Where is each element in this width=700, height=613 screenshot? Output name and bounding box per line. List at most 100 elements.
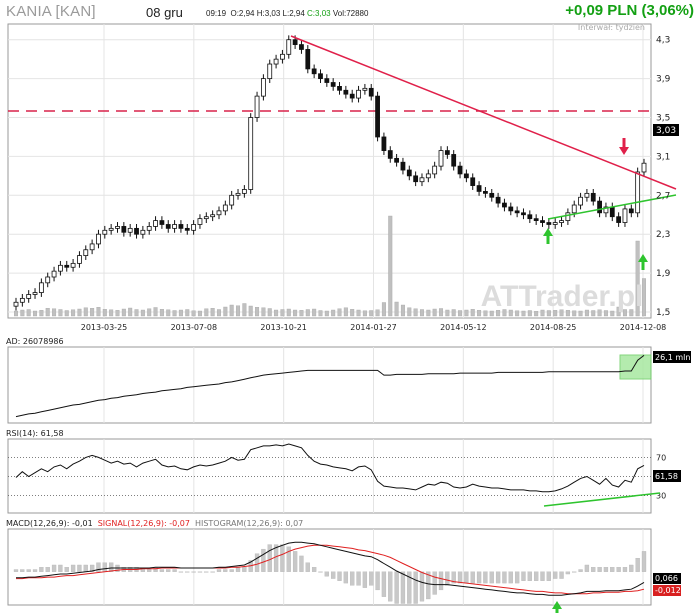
price-tick-label: 2,7 — [656, 191, 670, 201]
macd-histogram-bar — [39, 567, 44, 572]
volume-bar — [489, 310, 494, 317]
ad-panel[interactable] — [7, 346, 652, 424]
rsi-panel[interactable] — [7, 438, 652, 514]
candle — [641, 158, 647, 177]
candle-body — [77, 255, 82, 264]
volume-bar — [642, 278, 647, 317]
volume-bar — [527, 310, 532, 317]
candle — [356, 85, 361, 103]
candle-body — [153, 220, 158, 227]
rsi-line[interactable] — [15, 443, 645, 493]
candle-body — [489, 192, 495, 198]
volume-bar — [350, 309, 355, 317]
macd-histogram-bar — [629, 564, 634, 572]
volume-bar — [439, 308, 444, 317]
candle-body — [356, 89, 361, 99]
candle-body — [146, 226, 152, 231]
macd-histogram-bar — [299, 555, 304, 572]
volume-bar — [381, 302, 386, 317]
macd-line[interactable] — [16, 541, 645, 596]
candle-body — [628, 208, 634, 214]
candle — [32, 288, 38, 299]
candle-body — [299, 44, 304, 50]
volume-bar — [216, 309, 221, 317]
macd-panel[interactable] — [7, 528, 652, 606]
ticker-symbol[interactable]: KANIA [KAN] — [6, 3, 96, 20]
macd-histogram-bar — [197, 571, 203, 573]
volume-bar — [286, 308, 291, 317]
grid-lines — [8, 24, 651, 605]
candle-body — [70, 262, 76, 268]
macd-histogram-bar — [553, 571, 558, 579]
date-tick-label: 2014-01-27 — [350, 323, 397, 332]
uptrend-line[interactable] — [547, 194, 677, 220]
price-tick-label: 1,5 — [656, 308, 670, 318]
volume-bar — [102, 309, 107, 317]
macd-histogram-bar — [83, 564, 88, 572]
macd-histogram-bar — [166, 569, 171, 572]
volume-bar — [299, 310, 304, 317]
candle — [134, 223, 139, 239]
candle — [241, 185, 247, 198]
volume-bar — [242, 303, 247, 317]
candle-body — [337, 86, 342, 91]
candle — [222, 200, 228, 216]
volume-bar — [223, 306, 228, 317]
candle — [438, 146, 444, 171]
candle-body — [394, 157, 400, 163]
volume-bar — [502, 309, 507, 317]
macd-histogram-bar — [534, 571, 539, 581]
volume-bar — [185, 309, 190, 317]
candle-body — [375, 95, 380, 138]
candle-body — [565, 212, 571, 221]
candle-body — [324, 78, 330, 83]
ad-line[interactable] — [15, 355, 645, 418]
candle — [38, 278, 44, 297]
candle-body — [165, 224, 171, 229]
candle — [273, 54, 279, 69]
price-change: +0,09 PLN (3,06%) — [565, 2, 694, 19]
macd-histogram-bar — [64, 567, 69, 572]
macd-last-label: 0,066 — [655, 574, 678, 583]
candle-body — [134, 227, 139, 235]
time-value: 09:19 — [206, 9, 227, 18]
candle-body — [83, 249, 89, 257]
rsi-last-label: 61,58 — [655, 472, 678, 481]
watermark: ATTrader.pl — [481, 280, 644, 313]
macd-histogram-bar — [407, 571, 412, 604]
candle — [197, 214, 203, 229]
macd-histogram-bar — [476, 571, 482, 584]
macd-histogram-bar — [514, 571, 520, 584]
macd-histogram-bar — [216, 569, 222, 572]
macd-histogram-bar — [292, 551, 298, 572]
macd-histogram-bar — [191, 571, 196, 573]
buy-arrow-2-icon — [638, 254, 648, 270]
rsi-support-line[interactable] — [543, 492, 661, 507]
candle — [83, 245, 89, 260]
volume-bar — [20, 309, 25, 317]
volume-bar — [312, 308, 317, 317]
candle — [89, 239, 95, 255]
candle-body — [603, 206, 609, 214]
candle-body — [203, 216, 209, 220]
candle-body — [178, 224, 184, 229]
macd-histogram-bar — [32, 569, 38, 572]
candle — [108, 223, 114, 235]
candle — [96, 229, 101, 249]
rsi-tick-label: 70 — [656, 453, 666, 462]
downtrend-line[interactable] — [290, 35, 677, 190]
macd-histogram-bar — [572, 571, 577, 573]
macd-histogram-bar — [521, 571, 526, 581]
candle — [489, 188, 495, 202]
candle — [64, 260, 70, 272]
candle — [565, 208, 571, 225]
candle-body — [96, 233, 101, 245]
candle-body — [19, 297, 25, 303]
volume-bar — [400, 304, 405, 317]
price-panel[interactable] — [7, 23, 652, 319]
candle-body — [590, 192, 596, 202]
macd-signal-line[interactable] — [16, 544, 645, 595]
candle — [495, 192, 501, 208]
date-tick-label: 2014-05-12 — [440, 323, 487, 332]
